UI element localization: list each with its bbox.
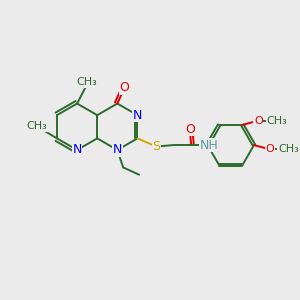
- Text: S: S: [152, 140, 160, 153]
- Text: CH₃: CH₃: [76, 77, 97, 87]
- Text: N: N: [133, 109, 142, 122]
- Text: O: O: [254, 116, 263, 126]
- Text: O: O: [185, 123, 195, 136]
- Text: N: N: [72, 143, 82, 157]
- Text: CH₃: CH₃: [278, 144, 298, 154]
- Text: O: O: [120, 81, 130, 94]
- Text: CH₃: CH₃: [266, 116, 287, 126]
- Text: N: N: [113, 143, 122, 157]
- Text: O: O: [266, 144, 274, 154]
- Text: NH: NH: [200, 139, 219, 152]
- Text: CH₃: CH₃: [27, 121, 48, 131]
